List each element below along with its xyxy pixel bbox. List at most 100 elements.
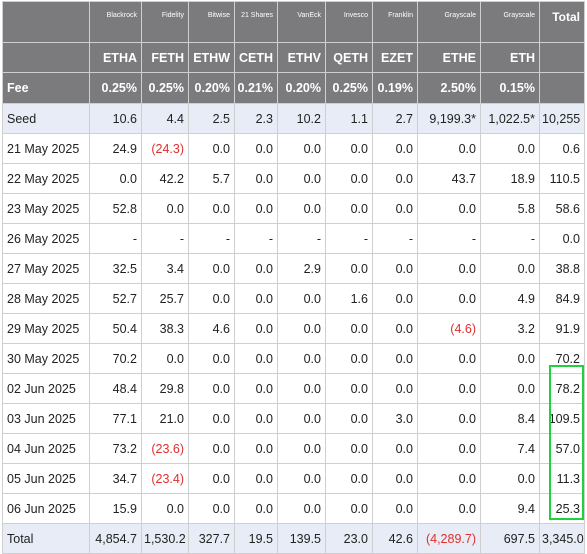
flow-cell: 1.1 [325,103,373,134]
row-label: 26 May 2025 [2,223,90,254]
flow-cell: 0.0 [417,193,481,224]
flow-cell: 3.4 [141,253,189,284]
flow-cell: 0.0 [277,163,326,194]
flow-cell: 0.0 [372,253,418,284]
flow-cell: 8.4 [480,403,540,434]
flow-cell: 4.4 [141,103,189,134]
flow-cell: 0.0 [188,253,235,284]
flow-cell: 42.2 [141,163,189,194]
fee-value: 0.21% [234,72,278,104]
flow-cell: 2.7 [372,103,418,134]
row-label: 02 Jun 2025 [2,373,90,404]
row-total: 70.2 [539,343,585,374]
flow-cell: 5.7 [188,163,235,194]
flow-cell: 0.0 [234,253,278,284]
fee-value: 0.20% [188,72,235,104]
flow-cell: 0.0 [277,343,326,374]
flow-cell: 0.0 [372,283,418,314]
flow-cell: - [234,223,278,254]
ticker-symbol: CETH [234,42,278,73]
issuer-name: Franklin [372,1,418,43]
row-label: 29 May 2025 [2,313,90,344]
flow-cell: - [480,223,540,254]
flow-cell: 32.5 [89,253,142,284]
fee-row: Fee 0.25% 0.25% 0.20% 0.21% 0.20% 0.25% 0.19% 2… [2,72,585,104]
flow-cell: 0.0 [234,373,278,404]
flow-cell: 0.0 [325,403,373,434]
table-row: 21 May 2025 24.9 (24.3) 0.0 0.0 0.0 0.0 0.0 0.0 0… [2,133,585,164]
row-label: 21 May 2025 [2,133,90,164]
table-row: Seed 10.6 4.4 2.5 2.3 10.2 1.1 2.7 9,199.3* 1,022… [2,103,585,134]
row-total: 0.0 [539,223,585,254]
table-row: 26 May 2025- - - - - - - - -0.0 [2,223,585,254]
row-total: 10,255 [539,103,585,134]
flow-cell: 70.2 [89,343,142,374]
total-column-spacer [539,72,585,104]
flow-cell: 77.1 [89,403,142,434]
flow-cell: 0.0 [372,193,418,224]
table-row: 22 May 2025 0.0 42.2 5.7 0.0 0.0 0.0 0.0 43.7 18.… [2,163,585,194]
flow-cell: 0.0 [234,193,278,224]
flow-cell: 50.4 [89,313,142,344]
flow-cell: 10.6 [89,103,142,134]
flow-cell: 0.0 [188,283,235,314]
row-total: 78.2 [539,373,585,404]
flow-cell: 9,199.3* [417,103,481,134]
flow-cell: 2.5 [188,103,235,134]
flow-cell: 0.0 [417,493,481,524]
flow-cell: 2.9 [277,253,326,284]
flow-cell: 0.0 [372,163,418,194]
flow-cell: 0.0 [188,133,235,164]
flow-cell: 0.0 [325,163,373,194]
flow-cell: 0.0 [480,343,540,374]
flow-cell: 43.7 [417,163,481,194]
issuer-header-row: Blackrock Fidelity Bitwise 21 Shares VanEck I… [2,1,585,43]
table-row: 04 Jun 2025 73.2 (23.6) 0.0 0.0 0.0 0.0 0.0 0.0 7… [2,433,585,464]
corner-cell [2,1,90,43]
flow-cell: 52.8 [89,193,142,224]
ticker-symbol: QETH [325,42,373,73]
flow-cell: 38.3 [141,313,189,344]
flow-cell: 0.0 [277,403,326,434]
issuer-name: Grayscale [480,1,540,43]
fee-value: 0.25% [89,72,142,104]
flow-cell: 7.4 [480,433,540,464]
flow-cell: 5.8 [480,193,540,224]
row-total: 0.6 [539,133,585,164]
flow-cell: 0.0 [277,373,326,404]
flow-cell: 0.0 [372,133,418,164]
row-label: Seed [2,103,90,134]
total-cell: 327.7 [188,523,235,554]
ticker-symbol: FETH [141,42,189,73]
issuer-name: Invesco [325,1,373,43]
row-label: 23 May 2025 [2,193,90,224]
table-row: 28 May 2025 52.7 25.7 0.0 0.0 0.0 1.6 0.0 0.0 4.9… [2,283,585,314]
total-cell: (4,289.7) [417,523,481,554]
flow-cell: 0.0 [89,163,142,194]
flow-cell: 0.0 [234,283,278,314]
issuer-name: VanEck [277,1,326,43]
fee-value: 0.19% [372,72,418,104]
table-row: 05 Jun 2025 34.7 (23.4) 0.0 0.0 0.0 0.0 0.0 0.0 0… [2,463,585,494]
flow-cell: 0.0 [188,403,235,434]
flow-cell: 0.0 [372,313,418,344]
total-cell: 1,530.2 [141,523,189,554]
row-label: 30 May 2025 [2,343,90,374]
flow-cell: 3.0 [372,403,418,434]
row-label: 28 May 2025 [2,283,90,314]
flow-cell: 4.6 [188,313,235,344]
totals-label: Total [2,523,90,554]
flow-cell: 0.0 [417,373,481,404]
ticker-symbol: ETHV [277,42,326,73]
flow-cell: 0.0 [188,373,235,404]
flow-cell: 0.0 [417,283,481,314]
total-cell: 697.5 [480,523,540,554]
total-cell: 4,854.7 [89,523,142,554]
ticker-symbol: ETHA [89,42,142,73]
row-total: 91.9 [539,313,585,344]
flow-cell: 0.0 [234,163,278,194]
flow-cell: 0.0 [141,193,189,224]
fee-value: 0.25% [141,72,189,104]
